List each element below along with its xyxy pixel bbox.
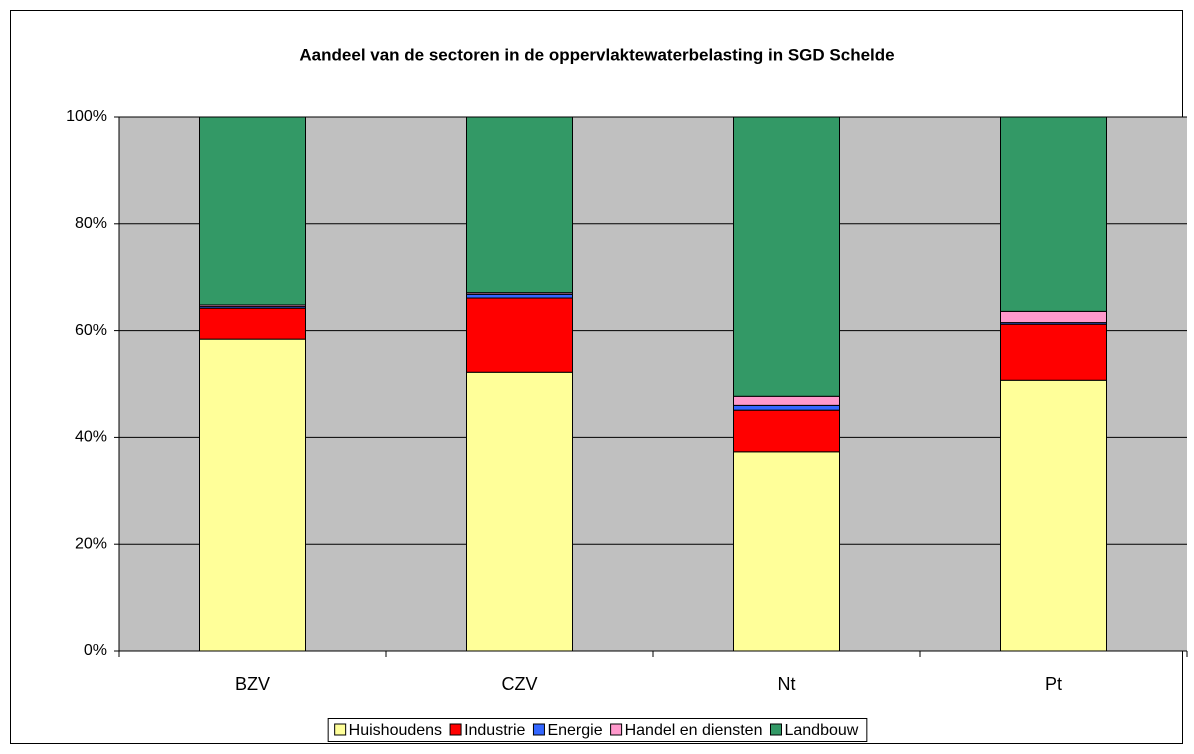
legend-label: Landbouw — [784, 722, 858, 739]
legend-label: Energie — [547, 722, 602, 739]
y-tick-label: 60% — [75, 322, 107, 339]
y-tick-label: 100% — [66, 108, 107, 125]
x-tick-label: Pt — [1045, 674, 1062, 694]
bar-segment — [466, 297, 573, 373]
bar-segment — [1000, 310, 1107, 324]
legend-box — [327, 718, 868, 742]
bar-segment — [1000, 379, 1107, 652]
x-tick-label: BZV — [235, 674, 270, 694]
bar-segment — [466, 293, 573, 299]
y-tick-label: 20% — [75, 535, 107, 552]
y-tick-label: 0% — [84, 642, 107, 659]
legend-swatch — [532, 723, 545, 736]
bar-segment — [733, 395, 840, 406]
legend-swatch — [334, 723, 347, 736]
bar-segment — [199, 338, 306, 652]
bar-segment — [199, 307, 306, 340]
chart-title: Aandeel van de sectoren in de oppervlakt… — [299, 45, 894, 64]
bar-segment — [733, 409, 840, 453]
legend-label: Handel en diensten — [625, 722, 763, 739]
bar-segment — [199, 116, 306, 306]
legend-swatch — [769, 723, 782, 736]
bar-segment — [733, 116, 840, 397]
x-tick-label: CZV — [502, 674, 538, 694]
bar-segment — [1000, 116, 1107, 312]
bar-segment — [466, 371, 573, 652]
x-tick-label: Nt — [778, 674, 796, 694]
legend-label: Huishoudens — [349, 722, 442, 739]
y-tick-label: 80% — [75, 215, 107, 232]
legend-swatch — [610, 723, 623, 736]
bar-segment — [733, 451, 840, 652]
bar-segment — [733, 404, 840, 411]
bar-segment — [1000, 323, 1107, 381]
legend-label: Industrie — [464, 722, 525, 739]
y-tick-label: 40% — [75, 429, 107, 446]
bar-segment — [466, 116, 573, 294]
legend-swatch — [449, 723, 462, 736]
